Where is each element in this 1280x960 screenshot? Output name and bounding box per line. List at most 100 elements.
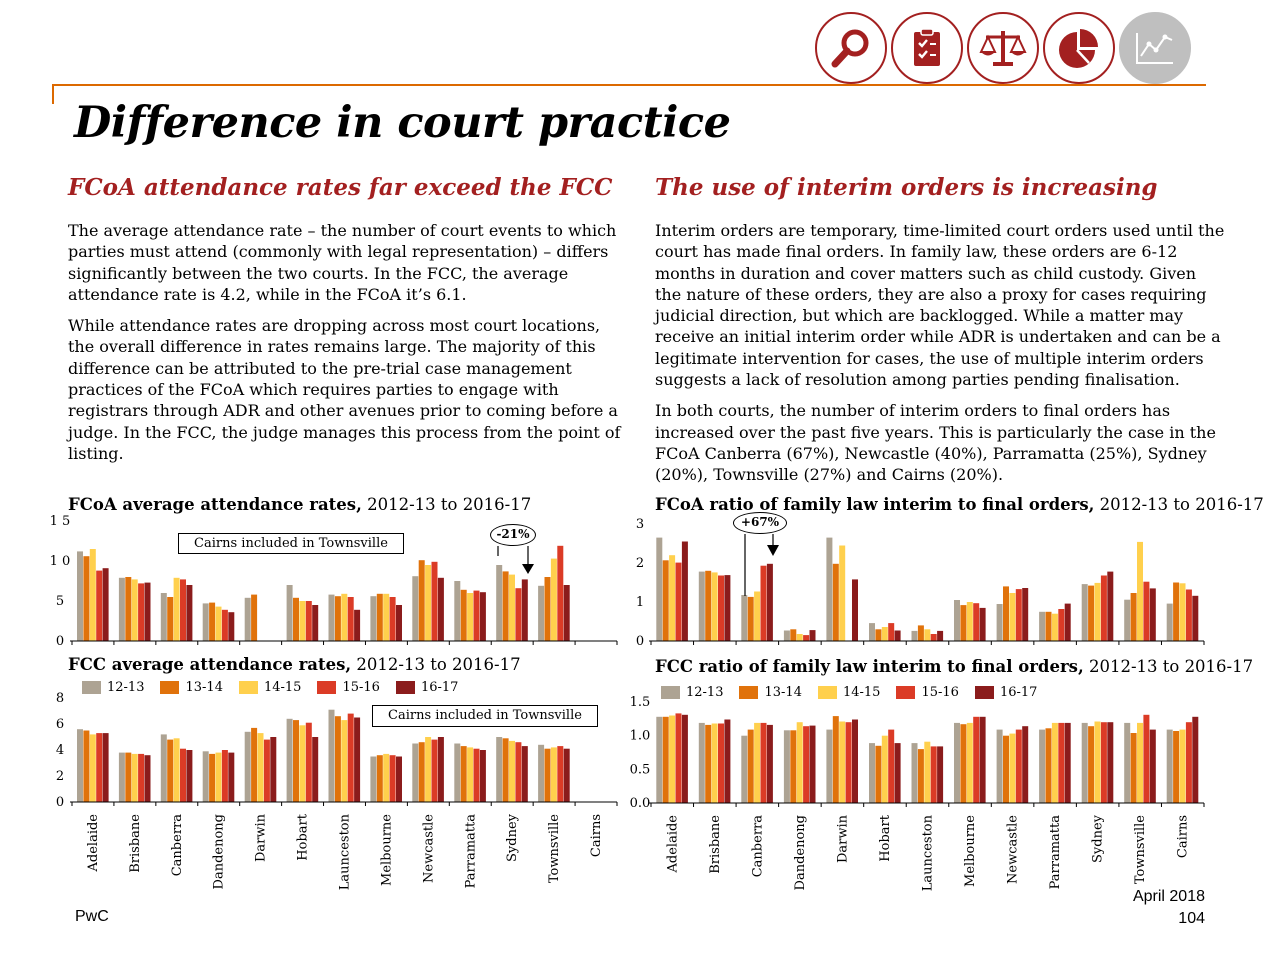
- clipboard-icon[interactable]: [891, 12, 963, 84]
- bar-c4-hobart-16-17: [894, 743, 901, 803]
- left-body: The average attendance rate – the number…: [68, 220, 624, 474]
- bar-c2-newcastle-14-15: [425, 737, 432, 802]
- bar-c4-adelaide-16-17: [681, 714, 688, 803]
- bar-c4-dandenong-16-17: [809, 725, 816, 803]
- category-label-hobart: Hobart: [878, 814, 893, 861]
- legend-item: 14-15: [817, 685, 880, 700]
- annotation-cairns-fcc: Cairns included in Townsville: [372, 705, 598, 727]
- bar-c1-sydney-16-17: [521, 579, 528, 641]
- bar-c4-brisbane-12-13: [698, 722, 705, 803]
- bar-c2-dandenong-13-14: [209, 753, 216, 802]
- category-label-darwin: Darwin: [835, 814, 850, 863]
- bar-c3-townsville-12-13: [1124, 599, 1131, 641]
- bar-c1-dandenong-14-15: [215, 606, 222, 641]
- bar-c3-brisbane-13-14: [705, 570, 712, 641]
- bar-c3-brisbane-15-16: [718, 575, 724, 641]
- bar-c2-canberra-12-13: [160, 734, 167, 802]
- bar-c2-hobart-15-16: [305, 722, 312, 802]
- bar-c3-darwin-13-14: [832, 563, 839, 641]
- bar-c2-brisbane-15-16: [138, 753, 145, 802]
- bar-c3-canberra-12-13: [741, 595, 748, 641]
- bar-c1-newcastle-13-14: [418, 560, 425, 641]
- category-label-dandenong: Dandenong: [793, 815, 808, 890]
- bar-c2-melbourne-14-15: [383, 753, 390, 802]
- bar-c3-cairns-14-15: [1179, 583, 1186, 641]
- annotation-arrowhead: [522, 564, 534, 574]
- category-label-melbourne: Melbourne: [963, 815, 978, 887]
- y-tick-label-c3: 2: [636, 556, 644, 571]
- category-label-sydney: Sydney: [505, 813, 520, 862]
- bar-c4-canberra-14-15: [754, 722, 761, 803]
- category-label-sydney: Sydney: [1091, 814, 1106, 863]
- bar-c3-melbourne-16-17: [979, 607, 986, 641]
- y-tick-label-c2: 8: [56, 691, 64, 706]
- bar-c4-parramatta-14-15: [1051, 722, 1058, 803]
- y-tick-label-c3: 3: [636, 517, 644, 532]
- bar-c2-hobart-12-13: [286, 718, 293, 802]
- y-tick-label-c4: 1.0: [630, 729, 651, 744]
- header-rule-corner: [52, 84, 54, 104]
- bar-c3-dandenong-12-13: [783, 630, 790, 641]
- bar-c3-sydney-13-14: [1088, 585, 1095, 641]
- bar-c2-adelaide-16-17: [102, 733, 109, 802]
- bar-c4-townsville-12-13: [1124, 722, 1131, 803]
- legend-swatch: [238, 681, 258, 694]
- legend-item: 12-13: [661, 685, 723, 700]
- bar-c3-melbourne-14-15: [966, 602, 973, 641]
- bar-c3-melbourne-13-14: [960, 605, 967, 641]
- bar-c3-sydney-14-15: [1094, 582, 1101, 641]
- bar-c4-brisbane-14-15: [711, 723, 718, 803]
- bar-c2-melbourne-15-16: [389, 755, 396, 802]
- bar-c3-brisbane-12-13: [698, 571, 705, 641]
- bar-c4-canberra-13-14: [747, 729, 754, 803]
- y-tick-label-c1: 0: [56, 634, 64, 649]
- line-chart-icon[interactable]: [1119, 12, 1191, 84]
- bar-c4-dandenong-15-16: [803, 726, 810, 803]
- bar-c4-parramatta-16-17: [1064, 722, 1071, 803]
- bar-c1-brisbane-13-14: [125, 577, 132, 641]
- bar-c3-adelaide-16-17: [681, 541, 688, 641]
- bar-c4-melbourne-15-16: [973, 716, 980, 803]
- bar-c4-dandenong-13-14: [790, 730, 797, 803]
- bar-c3-brisbane-16-17: [724, 575, 731, 641]
- bar-c2-canberra-16-17: [186, 750, 193, 802]
- pie-chart-icon[interactable]: [1043, 12, 1115, 84]
- bar-c3-canberra-13-14: [747, 596, 754, 641]
- page-title: Difference in court practice: [74, 98, 731, 148]
- bar-c4-sydney-16-17: [1107, 722, 1114, 803]
- bar-c3-townsville-13-14: [1130, 593, 1137, 641]
- bar-c3-hobart-14-15: [881, 627, 888, 641]
- bar-c4-cairns-14-15: [1179, 729, 1186, 803]
- annotation-canberra-change: +67%: [733, 512, 787, 534]
- bar-c2-brisbane-16-17: [144, 755, 151, 802]
- category-label-canberra: Canberra: [170, 814, 185, 877]
- bar-c3-launceston-13-14: [917, 625, 924, 641]
- bar-c1-sydney-15-16: [515, 588, 522, 641]
- bar-c2-adelaide-12-13: [77, 729, 83, 802]
- bar-c2-sydney-15-16: [515, 742, 522, 802]
- legend-swatch: [82, 681, 101, 694]
- y-tick-label-c1: 5: [56, 594, 64, 609]
- category-label-townsville: Townsville: [1133, 815, 1148, 884]
- bar-c2-hobart-14-15: [299, 725, 306, 802]
- bar-c4-launceston-15-16: [930, 746, 937, 803]
- scales-icon[interactable]: [967, 12, 1039, 84]
- bar-c1-brisbane-16-17: [144, 582, 151, 641]
- annotation-cairns-fcoa: Cairns included in Townsville: [178, 533, 404, 554]
- y-tick-label-c2: 0: [56, 795, 64, 810]
- bar-c4-canberra-15-16: [760, 722, 767, 803]
- bar-c3-newcastle-13-14: [1003, 586, 1009, 641]
- bar-c1-townsville-15-16: [557, 545, 564, 641]
- section-nav-icons: [815, 12, 1191, 86]
- category-label-launceston: Launceston: [921, 814, 936, 891]
- bar-c1-sydney-13-14: [502, 571, 509, 641]
- bar-c2-newcastle-13-14: [418, 742, 425, 802]
- magnifier-icon[interactable]: [815, 12, 887, 84]
- category-label-parramatta: Parramatta: [463, 814, 478, 889]
- bar-c4-melbourne-12-13: [954, 722, 960, 803]
- bar-c1-melbourne-15-16: [389, 597, 396, 641]
- bar-c2-canberra-14-15: [173, 738, 180, 802]
- bar-c2-dandenong-12-13: [202, 751, 209, 802]
- left-heading: FCoA attendance rates far exceed the FCC: [68, 174, 613, 201]
- bar-c4-sydney-14-15: [1094, 721, 1101, 803]
